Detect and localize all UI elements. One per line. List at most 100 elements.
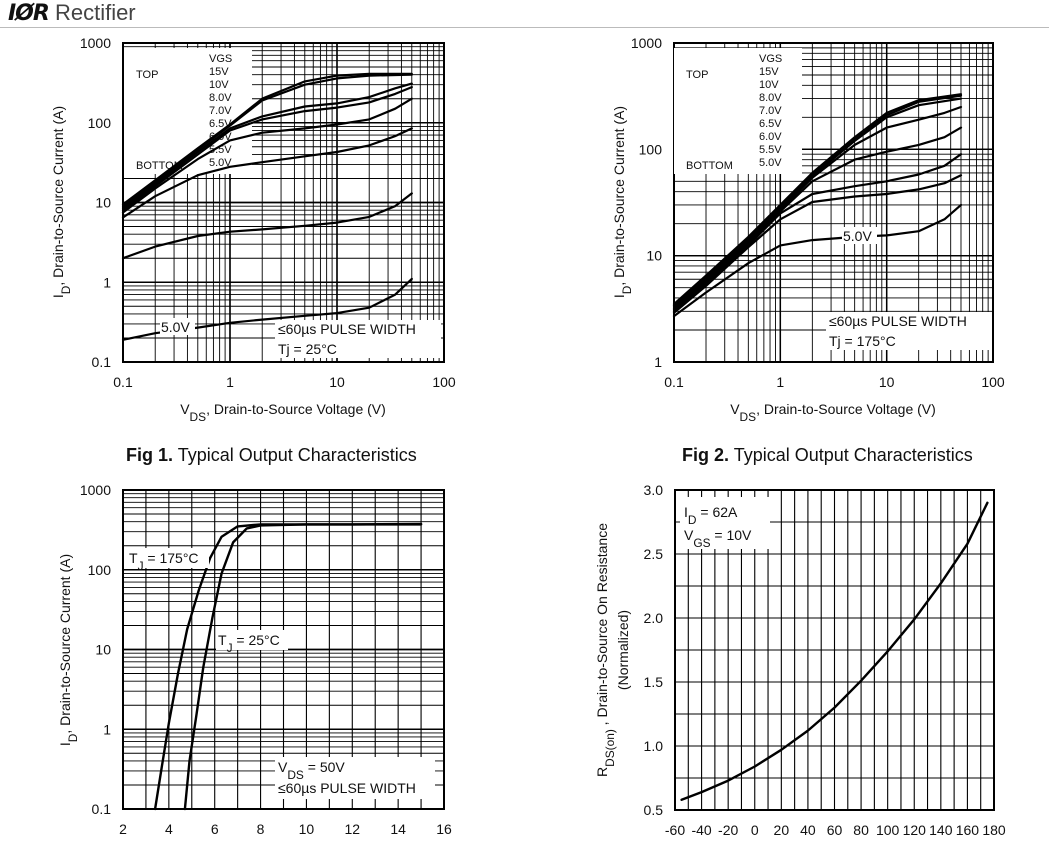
fig3-frame (122, 489, 445, 810)
fig2-x-tick-label: 0.1 (664, 374, 684, 390)
fig4-y-tick-label: 0.5 (644, 802, 664, 818)
fig1-caption-number: Fig 1. (126, 445, 174, 465)
fig1-series-line-7 (121, 192, 413, 260)
fig4-x-tick-label: -60 (665, 822, 685, 838)
fig1-series-line-4 (121, 85, 413, 212)
fig2-pulse-note: ≤60µs PULSE WIDTH (829, 313, 967, 329)
fig1-y-tick-label: 1 (103, 274, 111, 290)
fig2-y-tick-label: 100 (639, 141, 663, 157)
fig4-id-note: ID = 62A (684, 504, 738, 527)
fig2-x-axis-label: VDS, Drain-to-Source Voltage (V) (730, 401, 936, 424)
fig3-series-line-2 (183, 522, 423, 811)
fig1-grid (122, 42, 445, 363)
fig2-series-line-4 (672, 105, 963, 310)
fig3-x-tick-label: 6 (211, 821, 219, 837)
fig3-x-tick-label: 10 (299, 821, 315, 837)
fig3-y-tick-label: 0.1 (92, 801, 112, 817)
fig4-frame (674, 489, 995, 811)
fig4-x-tick-label: -40 (691, 822, 711, 838)
fig3-t25-label: TJ = 25°C (218, 632, 280, 655)
fig3-y-tick-label: 100 (88, 562, 112, 578)
fig1-legend-entry: 15V (209, 66, 229, 78)
logo: IØR Rectifier (8, 0, 136, 27)
fig1-legend-title: VGS (209, 53, 232, 65)
fig2-temp-note: Tj = 175°C (829, 333, 896, 349)
fig2-caption-text: Typical Output Characteristics (733, 445, 973, 465)
fig2-series-line-6 (672, 153, 963, 313)
fig4-x-tick-label: 20 (774, 822, 790, 838)
fig1-x-axis-label-rest: , Drain-to-Source Voltage (V) (206, 401, 386, 417)
logo-text: Rectifier (54, 0, 136, 25)
fig2-legend-entry: 10V (759, 79, 779, 91)
fig2-y-axis-label-sub: D (620, 285, 634, 294)
fig2-legend-title: VGS (759, 53, 782, 65)
fig2-x-axis-label-rest: , Drain-to-Source Voltage (V) (756, 401, 936, 417)
fig4-x-tick-label: 100 (876, 822, 900, 838)
fig3-x-tick-label: 16 (436, 821, 452, 837)
fig2-legend-entry: 5.0V (759, 157, 782, 169)
fig3-t25-label-sub: J (227, 641, 233, 655)
fig3-vds-note-main: V (278, 759, 288, 775)
fig3-t25-label-bg (216, 630, 288, 650)
fig1-legend-entry: 10V (209, 79, 229, 91)
fig4-x-tick-label: 0 (751, 822, 759, 838)
fig1-x-tick-label: 100 (432, 374, 456, 390)
fig3-x-tick-label: 2 (119, 821, 127, 837)
fig2-x-tick-label: 10 (879, 374, 895, 390)
fig4-y-tick-label: 2.5 (644, 546, 664, 562)
fig3-vds-note-sub: DS (287, 768, 304, 782)
fig2-frame (673, 42, 994, 363)
fig4-y-axis-label-rest: , Drain-to-Source On Resistance (594, 523, 610, 729)
fig3-t175-label: TJ = 175°C (129, 550, 199, 573)
fig3-t25-label-main: T (218, 632, 227, 648)
fig3-t175-label-sub: J (138, 559, 144, 573)
fig1-legend-top-label: TOP (136, 69, 158, 81)
fig2-series-line-5 (672, 126, 963, 311)
fig3-y-axis-label-sub: D (66, 733, 80, 742)
fig4-x-tick-label: 40 (800, 822, 816, 838)
fig3-y-axis-label: ID, Drain-to-Source Current (A) (57, 554, 80, 746)
fig4-x-tick-label: 60 (827, 822, 843, 838)
fig2-legend-top-label: TOP (686, 69, 708, 81)
fig1-x-tick-label: 1 (226, 374, 234, 390)
fig2-caption-number: Fig 2. (682, 445, 730, 465)
fig4-vgs-note: VGS = 10V (684, 527, 752, 550)
fig3-y-axis-label-rest: , Drain-to-Source Current (A) (57, 554, 73, 734)
fig2-legend-bottom-label: BOTTOM (686, 160, 733, 172)
fig4-y-axis-label-line2: (Normalized) (615, 610, 631, 690)
fig1-y-axis-label-sub: D (59, 285, 73, 294)
fig2-y-tick-label: 10 (646, 248, 662, 264)
fig3-pulse-note-main: ≤60µs PULSE WIDTH (278, 780, 416, 796)
fig1-y-axis-label-rest: , Drain-to-Source Current (A) (50, 106, 66, 286)
fig1-x-axis-label-sub: DS (190, 410, 207, 424)
fig1-x-tick-label: 0.1 (113, 374, 133, 390)
fig2-series-line-8 (672, 203, 963, 318)
fig4-x-tick-label: 180 (982, 822, 1006, 838)
fig4-note-bg (680, 497, 770, 549)
fig1-y-axis-label: ID, Drain-to-Source Current (A) (50, 106, 73, 298)
fig3-t175-label-main: T (129, 550, 138, 566)
fig1-frame (122, 42, 445, 363)
fig1-series-line-6 (121, 127, 413, 219)
fig1-legend-entry: 8.0V (209, 92, 232, 104)
fig4-series-line-1 (680, 501, 989, 801)
fig2-legend-entry: 8.0V (759, 92, 782, 104)
fig3-x-tick-label: 12 (344, 821, 360, 837)
fig2-y-tick-label: 1 (654, 354, 662, 370)
fig2-legend-bg (674, 48, 802, 174)
fig1-legend-entry: 5.5V (209, 144, 232, 156)
fig2-series-line-7 (672, 174, 963, 314)
fig1-legend-entry: 5.0V (209, 157, 232, 169)
fig4-y-tick-label: 3.0 (644, 482, 664, 498)
header-divider (0, 27, 1049, 28)
fig3-vds-note-rest: = 50V (304, 759, 346, 775)
fig1-curve-label-bg (160, 318, 195, 335)
fig2-y-axis-label-rest: , Drain-to-Source Current (A) (611, 106, 627, 286)
fig4-y-tick-label: 1.0 (644, 738, 664, 754)
fig1-x-axis-label: VDS, Drain-to-Source Voltage (V) (180, 401, 386, 424)
fig4-id-note-sub: D (688, 513, 697, 527)
fig2-series-line-2 (672, 94, 963, 307)
fig4-x-tick-label: 160 (956, 822, 980, 838)
fig1-note-bg (275, 320, 441, 358)
